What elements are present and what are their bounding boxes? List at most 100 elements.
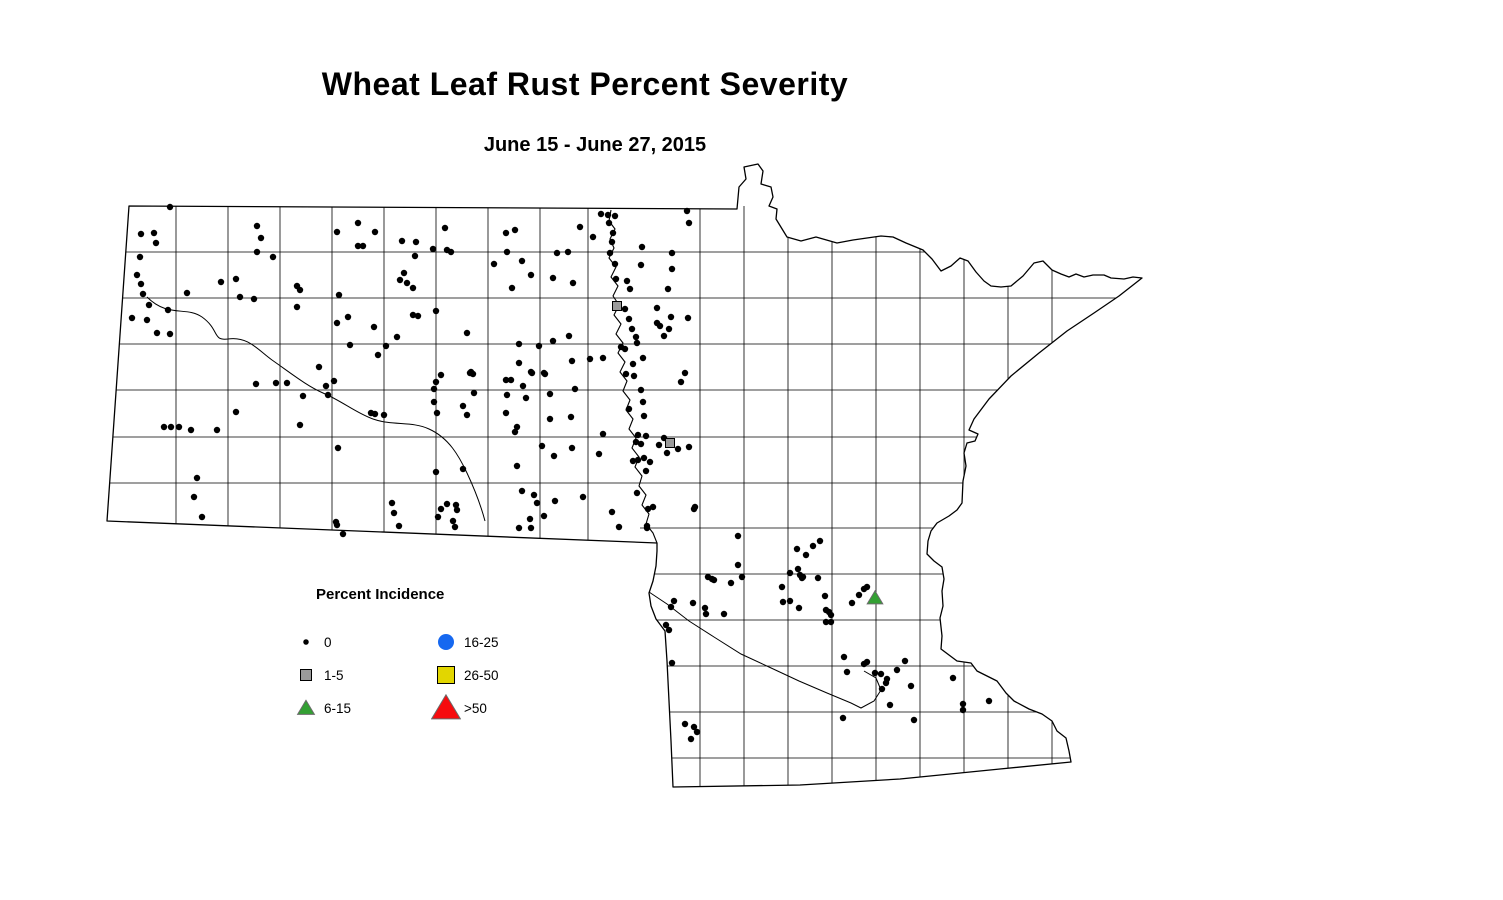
incidence-point-0 (667, 313, 675, 321)
incidence-point-0 (463, 411, 471, 419)
incidence-point-0 (503, 391, 511, 399)
incidence-point-0 (322, 382, 330, 390)
incidence-point-0 (646, 458, 654, 466)
incidence-point-0 (611, 260, 619, 268)
incidence-point-0 (576, 223, 584, 231)
incidence-point-0 (629, 457, 637, 465)
legend-title: Percent Incidence (316, 586, 445, 603)
incidence-point-0 (470, 389, 478, 397)
incidence-point-0 (522, 394, 530, 402)
incidence-point-0 (649, 503, 657, 511)
incidence-point-0 (502, 409, 510, 417)
incidence-point-0 (437, 505, 445, 513)
incidence-point-0 (232, 275, 240, 283)
incidence-point-0 (198, 513, 206, 521)
incidence-point-0 (668, 249, 676, 257)
incidence-point-0 (252, 380, 260, 388)
incidence-point-0 (139, 290, 147, 298)
incidence-point-0 (527, 271, 535, 279)
incidence-point-0 (822, 618, 830, 626)
incidence-point-0 (802, 551, 810, 559)
incidence-point-0 (667, 603, 675, 611)
legend-triangle-icon (288, 693, 324, 723)
incidence-point-0 (599, 430, 607, 438)
incidence-point-0 (809, 542, 817, 550)
incidence-point-0 (518, 487, 526, 495)
incidence-point-0 (232, 408, 240, 416)
incidence-point-0 (855, 591, 863, 599)
incidence-point-0 (779, 598, 787, 606)
incidence-point-0 (564, 248, 572, 256)
incidence-point-0 (374, 351, 382, 359)
incidence-point-0 (567, 413, 575, 421)
incidence-point-0 (606, 249, 614, 257)
incidence-point-0 (502, 376, 510, 384)
incidence-point-0 (642, 467, 650, 475)
legend-label: >50 (464, 700, 487, 716)
incidence-point-0 (569, 279, 577, 287)
incidence-point-0 (827, 618, 835, 626)
incidence-point-0 (527, 368, 535, 376)
legend-label: 6-15 (324, 700, 352, 716)
incidence-point-0 (571, 385, 579, 393)
incidence-point-0 (160, 423, 168, 431)
incidence-point-0 (839, 714, 847, 722)
incidence-point-0 (396, 276, 404, 284)
incidence-point-0 (459, 465, 467, 473)
incidence-point-0 (452, 501, 460, 509)
incidence-point-0 (632, 333, 640, 341)
incidence-point-0 (443, 500, 451, 508)
incidence-point-0 (253, 248, 261, 256)
incidence-point-0 (390, 509, 398, 517)
incidence-point-0 (687, 735, 695, 743)
incidence-point-0 (513, 423, 521, 431)
incidence-point-0 (860, 585, 868, 593)
incidence-point-0 (901, 657, 909, 665)
incidence-point-0 (634, 456, 642, 464)
incidence-point-0 (533, 499, 541, 507)
incidence-point-0 (568, 357, 576, 365)
incidence-point-0 (643, 522, 651, 530)
incidence-point-1-5 (665, 438, 675, 448)
legend-marker-shape (438, 634, 454, 650)
incidence-point-0 (702, 610, 710, 618)
incidence-point-0 (371, 228, 379, 236)
county-lines-horizontal (107, 251, 1142, 759)
incidence-point-0 (843, 668, 851, 676)
incidence-point-0 (638, 243, 646, 251)
incidence-point-0 (432, 468, 440, 476)
incidence-point-0 (538, 442, 546, 450)
incidence-point-0 (546, 415, 554, 423)
incidence-point-0 (333, 521, 341, 529)
incidence-point-0 (878, 685, 886, 693)
incidence-point-0 (463, 329, 471, 337)
incidence-point-0 (685, 443, 693, 451)
legend-item-16-25: 16-25 (428, 627, 578, 657)
incidence-point-0 (684, 314, 692, 322)
incidence-point-0 (886, 701, 894, 709)
incidence-point-0 (449, 517, 457, 525)
legend-label: 26-50 (464, 667, 499, 683)
data-points-layer (128, 203, 993, 743)
incidence-point-0 (388, 499, 396, 507)
incidence-point-0 (315, 363, 323, 371)
incidence-point-0 (293, 303, 301, 311)
incidence-point-0 (630, 372, 638, 380)
incidence-point-0 (663, 449, 671, 457)
incidence-point-0 (549, 337, 557, 345)
incidence-point-0 (629, 360, 637, 368)
incidence-point-0 (503, 248, 511, 256)
incidence-point-0 (565, 332, 573, 340)
incidence-point-0 (863, 658, 871, 666)
incidence-point-0 (683, 207, 691, 215)
figure-subtitle: June 15 - June 27, 2015 (483, 134, 707, 156)
incidence-point-0 (595, 450, 603, 458)
incidence-point-0 (434, 513, 442, 521)
incidence-point-0 (579, 493, 587, 501)
incidence-point-0 (166, 203, 174, 211)
incidence-point-0 (604, 211, 612, 219)
incidence-point-0 (459, 402, 467, 410)
incidence-point-0 (526, 515, 534, 523)
